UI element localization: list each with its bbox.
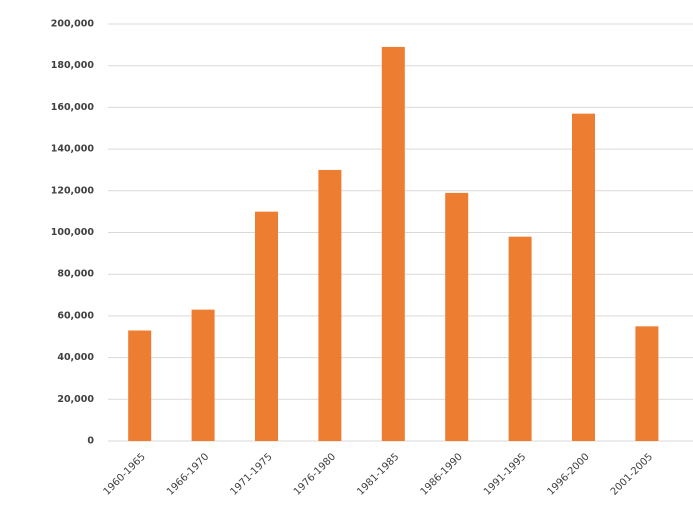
x-tick-label: 1986-1990 xyxy=(419,451,465,497)
x-tick-label: 2001-2005 xyxy=(609,451,655,497)
x-tick-label: 1996-2000 xyxy=(545,451,591,497)
y-tick-label: 160,000 xyxy=(51,102,95,113)
x-tick-label: 1991-1995 xyxy=(482,451,528,497)
y-tick-label: 0 xyxy=(87,436,94,447)
bar xyxy=(318,169,342,441)
x-tick-label: 1971-1975 xyxy=(228,451,274,497)
y-tick-label: 180,000 xyxy=(51,60,95,71)
bar xyxy=(635,326,659,441)
bar xyxy=(508,236,532,441)
bar xyxy=(191,309,215,441)
y-tick-label: 200,000 xyxy=(51,19,95,30)
y-tick-label: 120,000 xyxy=(51,185,95,196)
x-tick-label: 1960-1965 xyxy=(102,451,148,497)
y-tick-label: 100,000 xyxy=(51,227,95,238)
x-tick-label: 1976-1980 xyxy=(292,451,338,497)
bar xyxy=(255,211,278,441)
bar xyxy=(381,46,405,442)
bar xyxy=(572,113,595,441)
bar xyxy=(445,192,469,441)
x-tick-label: 1966-1970 xyxy=(165,451,211,497)
bar xyxy=(128,330,152,441)
y-tick-label: 20,000 xyxy=(57,394,94,405)
x-tick-label: 1981-1985 xyxy=(355,451,401,497)
y-tick-label: 80,000 xyxy=(57,269,94,280)
y-tick-label: 60,000 xyxy=(57,310,94,321)
y-tick-label: 40,000 xyxy=(57,352,94,363)
y-tick-label: 140,000 xyxy=(51,144,95,155)
